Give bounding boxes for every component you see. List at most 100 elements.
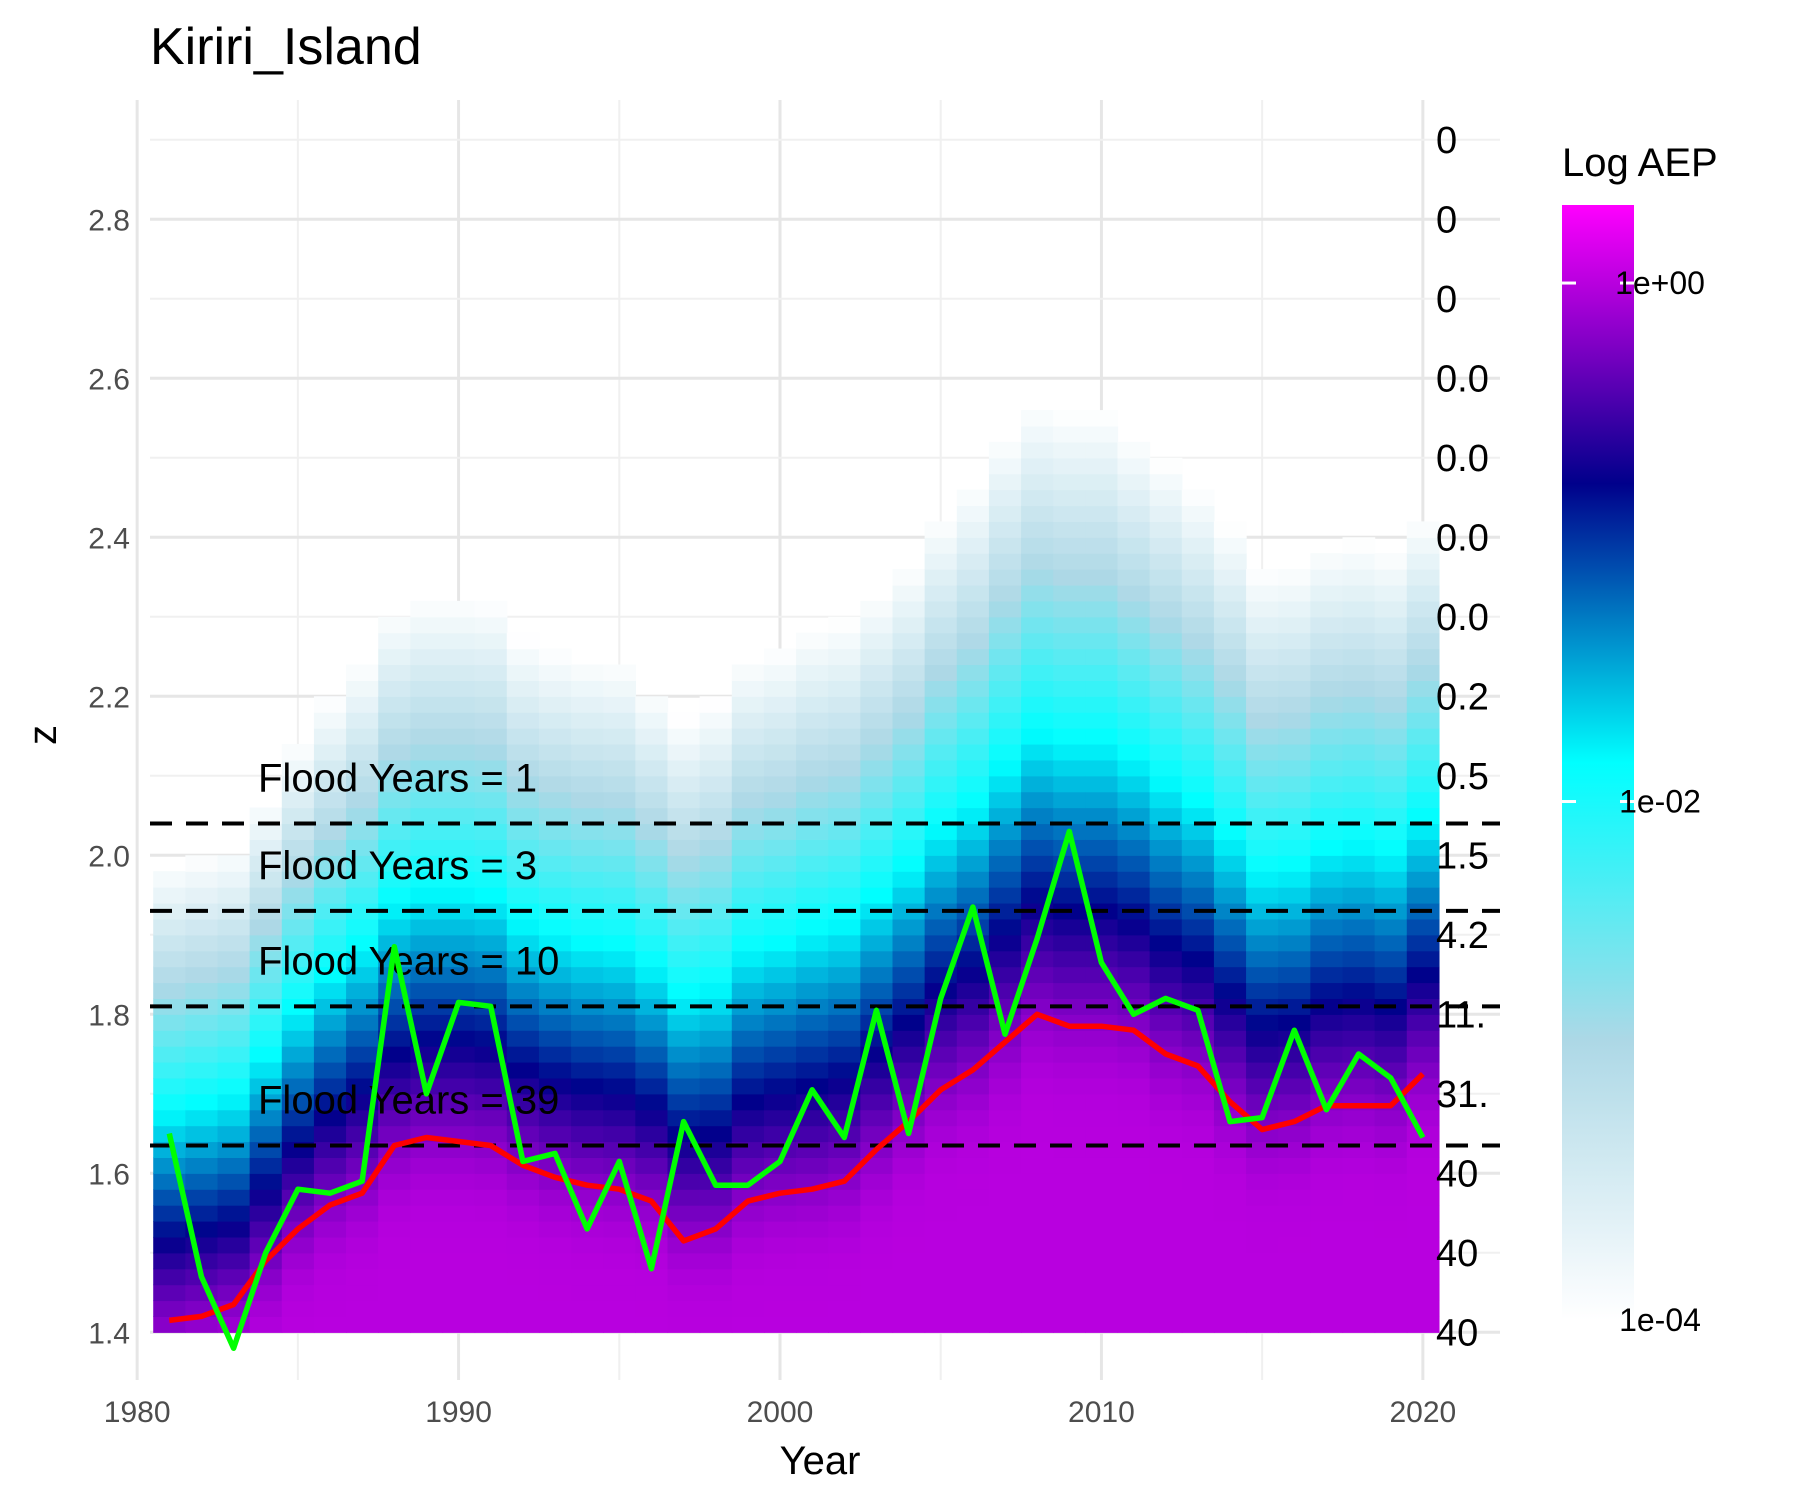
heatmap-cell [506, 1014, 540, 1031]
heatmap-cell [1278, 775, 1311, 793]
heatmap-cell [281, 839, 315, 856]
heatmap-cell [506, 712, 540, 729]
heatmap-cell [924, 743, 958, 761]
heatmap-cell [1374, 1046, 1408, 1063]
heatmap-cell [1085, 410, 1119, 427]
heatmap-cell [988, 1220, 1022, 1238]
heatmap-cell [667, 839, 701, 856]
heatmap-cell [988, 1173, 1022, 1190]
heatmap-cell [988, 918, 1022, 936]
heatmap-cell [442, 807, 476, 825]
heatmap-cell [828, 1205, 861, 1222]
heatmap-cell [1085, 457, 1119, 475]
heatmap-cell [603, 1077, 636, 1095]
heatmap-cell [1181, 584, 1215, 602]
heatmap-cell [1053, 569, 1086, 586]
heatmap-cell [860, 1189, 894, 1206]
heatmap-cell [1278, 569, 1311, 586]
heatmap-cell [313, 1061, 347, 1079]
heatmap-cell [410, 823, 444, 840]
heatmap-cell [442, 871, 476, 888]
heatmap-cell [442, 855, 476, 872]
heatmap-cell [1021, 569, 1054, 586]
heatmap-cell [988, 1014, 1022, 1031]
heatmap-cell [956, 553, 990, 570]
heatmap-cell [1021, 616, 1054, 634]
heatmap-cell [1085, 791, 1119, 809]
heatmap-cell [763, 966, 797, 984]
heatmap-cell [603, 966, 636, 984]
heatmap-cell [1117, 489, 1151, 507]
heatmap-cell [828, 728, 861, 745]
heatmap-cell [506, 1125, 540, 1143]
heatmap-cell [153, 1268, 186, 1286]
heatmap-cell [1342, 537, 1376, 554]
heatmap-cell [474, 855, 508, 872]
heatmap-cell [1406, 1030, 1440, 1047]
heatmap-cell [442, 1300, 476, 1317]
heatmap-cell [1310, 664, 1344, 681]
heatmap-cell [1310, 775, 1344, 793]
heatmap-cell [828, 680, 861, 697]
heatmap-cell [635, 918, 669, 936]
heatmap-cell [1021, 584, 1054, 602]
heatmap-cell [1117, 473, 1151, 491]
heatmap-cell [442, 1189, 476, 1206]
heatmap-cell [1117, 1109, 1151, 1127]
heatmap-cell [474, 982, 508, 999]
heatmap-cell [1085, 1061, 1119, 1079]
heatmap-cell [796, 855, 829, 872]
heatmap-cell [346, 696, 379, 713]
y-tick-label: 2.6 [88, 363, 130, 396]
heatmap-cell [924, 1220, 958, 1238]
heatmap-cell [1278, 1125, 1311, 1143]
heatmap-cell [313, 1030, 347, 1047]
heatmap-cell [892, 680, 926, 697]
heatmap-cell [603, 1046, 636, 1063]
heatmap-cell [1085, 569, 1119, 586]
heatmap-cell [538, 871, 572, 888]
heatmap-cell [1213, 839, 1247, 856]
heatmap-cell [1278, 902, 1311, 920]
heatmap-cell [763, 823, 797, 840]
heatmap-cell [667, 1205, 701, 1222]
heatmap-cell [1310, 918, 1344, 936]
heatmap-cell [249, 1300, 283, 1317]
heatmap-cell [860, 1205, 894, 1222]
heatmap-cell [346, 998, 379, 1015]
heatmap-cell [217, 1157, 251, 1174]
heatmap-cell [1021, 680, 1054, 697]
heatmap-cell [796, 696, 829, 713]
heatmap-cell [1149, 887, 1183, 904]
heatmap-cell [1310, 696, 1344, 713]
heatmap-cell [1117, 1316, 1151, 1333]
heatmap-cell [956, 1300, 990, 1317]
heatmap-cell [892, 950, 926, 968]
heatmap-cell [1342, 807, 1376, 825]
heatmap-cell [1213, 664, 1247, 681]
heatmap-cell [249, 1205, 283, 1222]
heatmap-cell [1021, 743, 1054, 761]
heatmap-cell [1085, 473, 1119, 491]
heatmap-cell [1117, 632, 1151, 650]
heatmap-cell [571, 950, 604, 968]
heatmap-cell [571, 1077, 604, 1095]
heatmap-cell [538, 728, 572, 745]
heatmap-cell [410, 1157, 444, 1174]
heatmap-cell [924, 648, 958, 666]
heatmap-cell [1117, 743, 1151, 761]
heatmap-cell [571, 966, 604, 984]
heatmap-cell [667, 1014, 701, 1031]
heatmap-cell [667, 1046, 701, 1063]
heatmap-cell [860, 982, 894, 999]
heatmap-cell [1278, 1061, 1311, 1079]
heatmap-cell [731, 1284, 765, 1302]
heatmap-cell [828, 855, 861, 872]
heatmap-cell [1149, 807, 1183, 825]
heatmap-cell [346, 1300, 379, 1317]
heatmap-cell [1342, 680, 1376, 697]
heatmap-cell [442, 759, 476, 777]
heatmap-cell [281, 966, 315, 984]
heatmap-cell [1342, 1189, 1376, 1206]
heatmap-cell [1310, 998, 1344, 1015]
